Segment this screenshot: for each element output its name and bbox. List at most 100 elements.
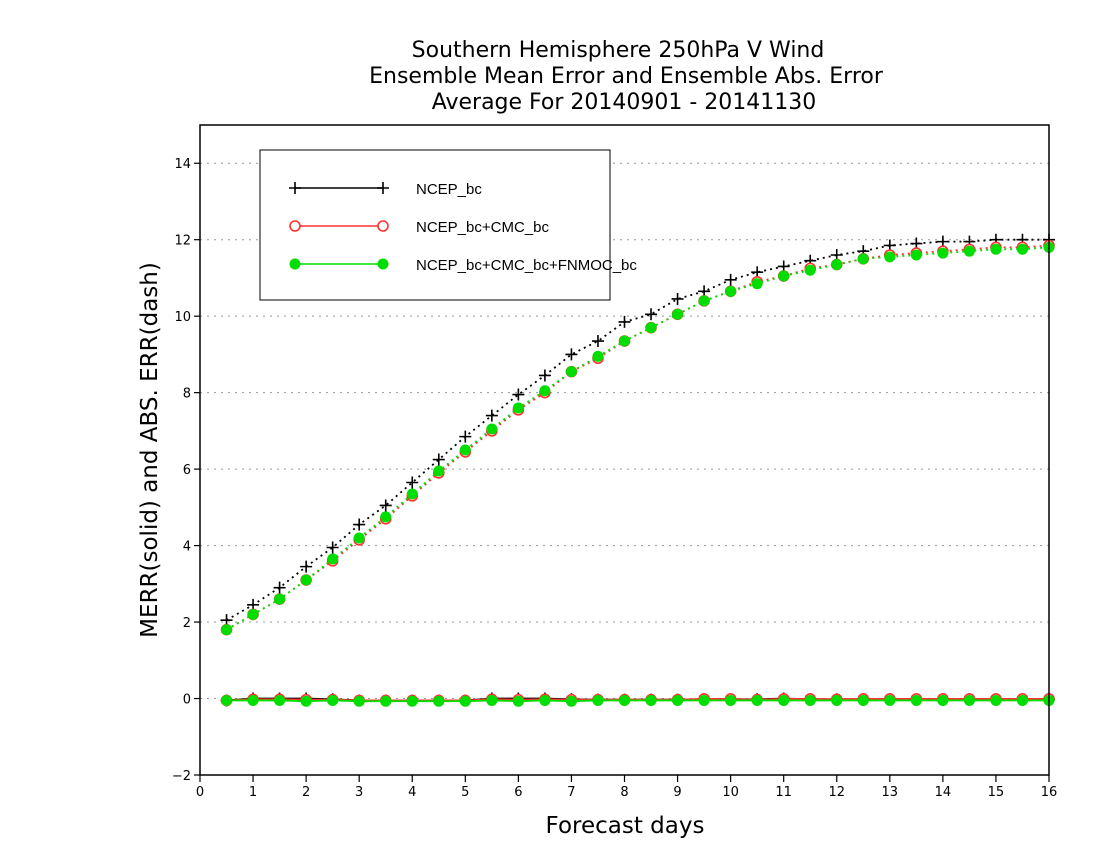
abs-error-point [512,402,524,414]
mean-error-point [778,694,790,706]
y-tick-label: 2 [183,616,191,631]
series-2 [220,239,1055,707]
x-tick-label: 12 [828,785,845,800]
mean-error-point [221,694,233,706]
x-tick-label: 1 [249,785,257,800]
x-tick-label: 10 [722,785,739,800]
abs-error-point [592,350,604,362]
abs-error-point [538,369,551,382]
abs-error-point [327,553,339,565]
y-tick-label: 8 [183,387,191,402]
x-axis-label: Forecast days [546,813,705,839]
abs-error-point [963,245,975,257]
legend-item-ncep-cmc: NCEP_bc+CMC_bc [289,219,549,236]
x-tick-label: 3 [355,785,363,800]
abs-error-point [485,409,498,422]
mean-error-point [698,694,710,706]
y-axis-label: MERR(solid) and ABS. ERR(dash) [137,262,163,638]
abs-error-point [857,253,869,265]
y-tick-label: 14 [174,157,191,172]
legend-plus-marker [289,182,301,194]
mean-error-point [963,694,975,706]
legend-box [259,149,611,301]
abs-error-point [459,444,471,456]
y-tick-label: 6 [183,463,191,478]
x-tick-label: 4 [408,785,416,800]
mean-error-point [327,694,339,706]
abs-error-point [990,243,1002,255]
legend-item-ncep-cmc-fnmoc: NCEP_bc+CMC_bc+FNMOC_bc [289,257,637,274]
abs-error-point [565,348,578,361]
abs-error-point [591,335,604,348]
abs-error-point [406,476,419,489]
abs-error-point [671,292,684,305]
abs-error-point [884,251,896,263]
abs-error-point [406,488,418,500]
legend-plus-marker [377,182,389,194]
x-tick-label: 11 [775,785,792,800]
abs-error-point [379,499,392,512]
abs-error-point [247,608,259,620]
legend-filled-circle-marker [289,258,301,270]
mean-error-point [300,695,312,707]
mean-error-point [406,695,418,707]
abs-error-point [645,322,657,334]
mean-error-point [1016,694,1028,706]
mean-error-point [274,694,286,706]
abs-error-point [486,423,498,435]
abs-error-point [645,308,658,321]
x-tick-label: 13 [882,785,899,800]
mean-error-point [884,694,896,706]
series-mean-error-line [226,699,1049,703]
abs-error-point [618,315,631,328]
mean-error-point [247,694,259,706]
mean-error-point [459,695,471,707]
mean-error-point [592,694,604,706]
x-tick-label: 9 [673,785,681,800]
y-tick-label: 10 [174,310,191,325]
abs-error-point [512,388,525,401]
mean-error-point [725,694,737,706]
mean-error-point [565,695,577,707]
abs-error-point [539,385,551,397]
mean-error-point [910,694,922,706]
abs-error-point [619,335,630,347]
mean-error-point [751,694,763,706]
abs-error-point [433,465,445,477]
abs-error-point [459,430,472,443]
x-axis: 0 1 2 3 4 5 6 7 8 9 10 11 12 13 14 15 16 [196,775,1057,800]
mean-error-point [353,695,365,707]
x-tick-label: 15 [988,785,1005,800]
abs-error-point [274,593,286,605]
x-tick-label: 5 [461,785,469,800]
abs-error-point [326,541,339,554]
mean-error-point [380,695,392,707]
title-line-2: Ensemble Mean Error and Ensemble Abs. Er… [369,64,884,89]
mean-error-point [937,694,949,706]
mean-error-point [804,694,816,706]
series-layer [220,233,1055,707]
abs-error-point [432,453,445,466]
series-1 [220,233,1055,707]
mean-error-point [831,694,843,706]
y-tick-label: 4 [183,540,191,555]
abs-error-point [353,532,365,544]
abs-error-point [937,247,949,259]
mean-error-point [857,694,869,706]
abs-error-point [300,574,312,586]
abs-error-point [831,259,843,271]
mean-error-point [990,694,1002,706]
series-3 [221,241,1055,707]
legend-label-ncep-cmc: NCEP_bc+CMC_bc [416,219,549,236]
abs-error-point [380,511,392,523]
y-axis: −2 0 2 4 6 8 10 12 14 [172,157,200,784]
series-abs-error-line [226,244,1050,631]
abs-error-point [698,295,710,307]
mean-error-point [512,695,524,707]
mean-error-point [619,694,630,706]
x-tick-label: 16 [1041,785,1058,800]
x-tick-label: 14 [935,785,952,800]
abs-error-point [910,249,922,261]
abs-error-point [565,366,577,378]
